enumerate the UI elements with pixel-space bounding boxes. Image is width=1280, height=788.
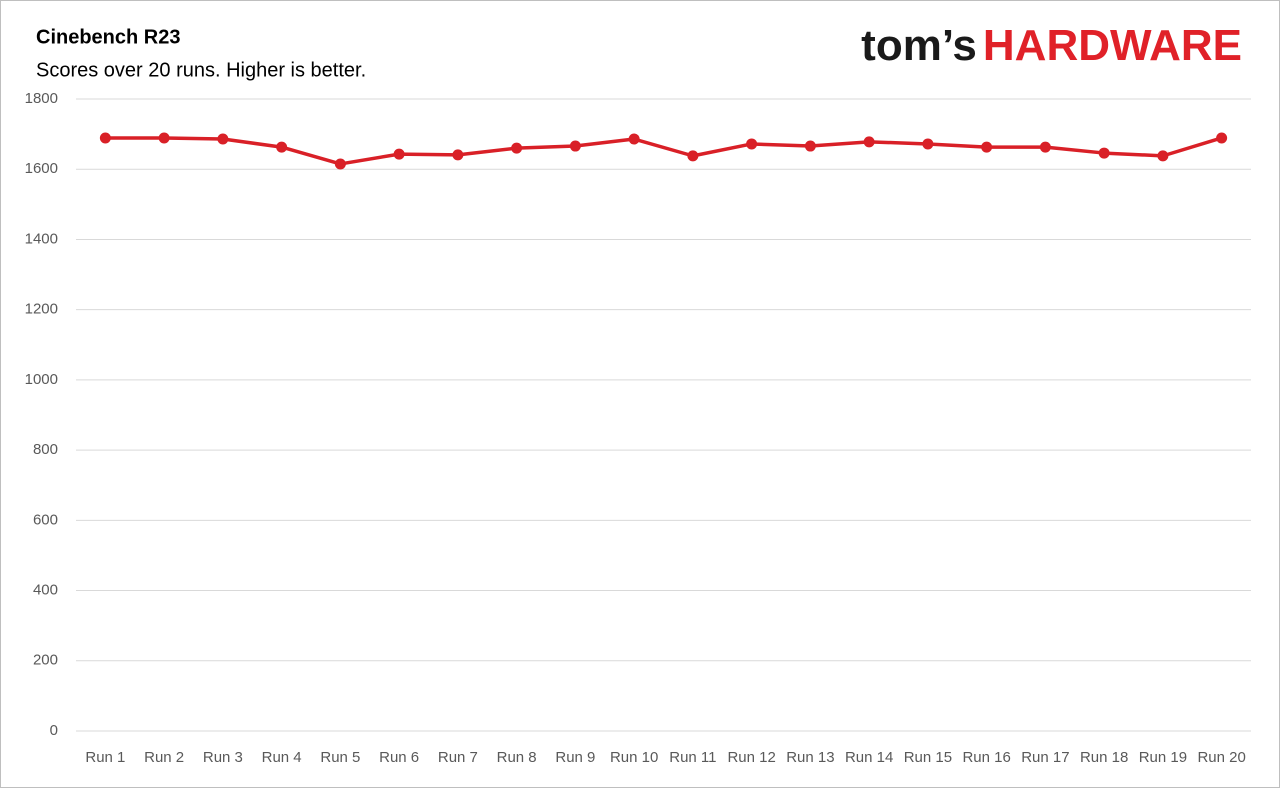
x-tick-label: Run 6: [379, 749, 419, 766]
y-tick-label: 600: [33, 511, 58, 528]
x-tick-label: Run 18: [1080, 749, 1128, 766]
data-point: [628, 133, 640, 145]
x-tick-label: Run 11: [669, 749, 716, 766]
logo-section: HARDWARE: [983, 21, 1242, 70]
data-point: [1039, 141, 1051, 153]
logo: tom’s HARDWARE: [861, 21, 1242, 70]
data-point: [452, 149, 464, 161]
data-point: [276, 141, 288, 153]
logo-brand: tom’s: [861, 21, 977, 70]
data-point: [393, 148, 405, 160]
data-point: [1098, 147, 1110, 159]
y-tick-label: 1400: [25, 230, 58, 247]
data-point: [687, 150, 699, 162]
x-tick-label: Run 15: [904, 749, 952, 766]
data-point: [158, 132, 170, 144]
x-tick-label: Run 16: [962, 749, 1010, 766]
data-point: [99, 132, 111, 144]
data-point: [1157, 150, 1169, 162]
x-tick-label: Run 17: [1021, 749, 1069, 766]
x-tick-label: Run 2: [144, 749, 184, 766]
x-tick-label: Run 7: [438, 749, 478, 766]
chart-title: Cinebench R23: [36, 26, 180, 48]
x-tick-label: Run 3: [203, 749, 243, 766]
y-tick-label: 0: [50, 722, 58, 739]
data-point: [217, 133, 229, 145]
x-tick-label: Run 19: [1139, 749, 1187, 766]
data-point: [981, 141, 993, 153]
data-point: [334, 158, 346, 170]
data-point: [804, 140, 816, 152]
data-point: [922, 138, 934, 150]
data-line: [105, 136, 1223, 166]
y-tick-label: 800: [33, 441, 58, 458]
data-point: [511, 142, 523, 154]
x-tick-label: Run 4: [262, 749, 302, 766]
x-tick-label: Run 12: [727, 749, 775, 766]
x-tick-label: Run 5: [320, 749, 360, 766]
y-tick-label: 400: [33, 582, 58, 599]
data-point: [1216, 132, 1228, 144]
x-tick-label: Run 1: [85, 749, 125, 766]
chart-subtitle: Scores over 20 runs. Higher is better.: [36, 59, 366, 81]
data-point: [569, 140, 581, 152]
x-tick-label: Run 9: [555, 749, 595, 766]
y-tick-label: 1200: [25, 301, 58, 318]
x-tick-label: Run 20: [1197, 749, 1245, 766]
x-tick-label: Run 13: [786, 749, 834, 766]
x-tick-label: Run 10: [610, 749, 658, 766]
x-tick-label: Run 8: [497, 749, 537, 766]
y-tick-label: 1600: [25, 160, 58, 177]
y-tick-label: 1000: [25, 371, 58, 388]
data-point: [863, 136, 875, 148]
x-tick-label: Run 14: [845, 749, 893, 766]
y-tick-label: 200: [33, 652, 58, 669]
data-point: [746, 138, 758, 150]
y-tick-label: 1800: [25, 90, 58, 107]
